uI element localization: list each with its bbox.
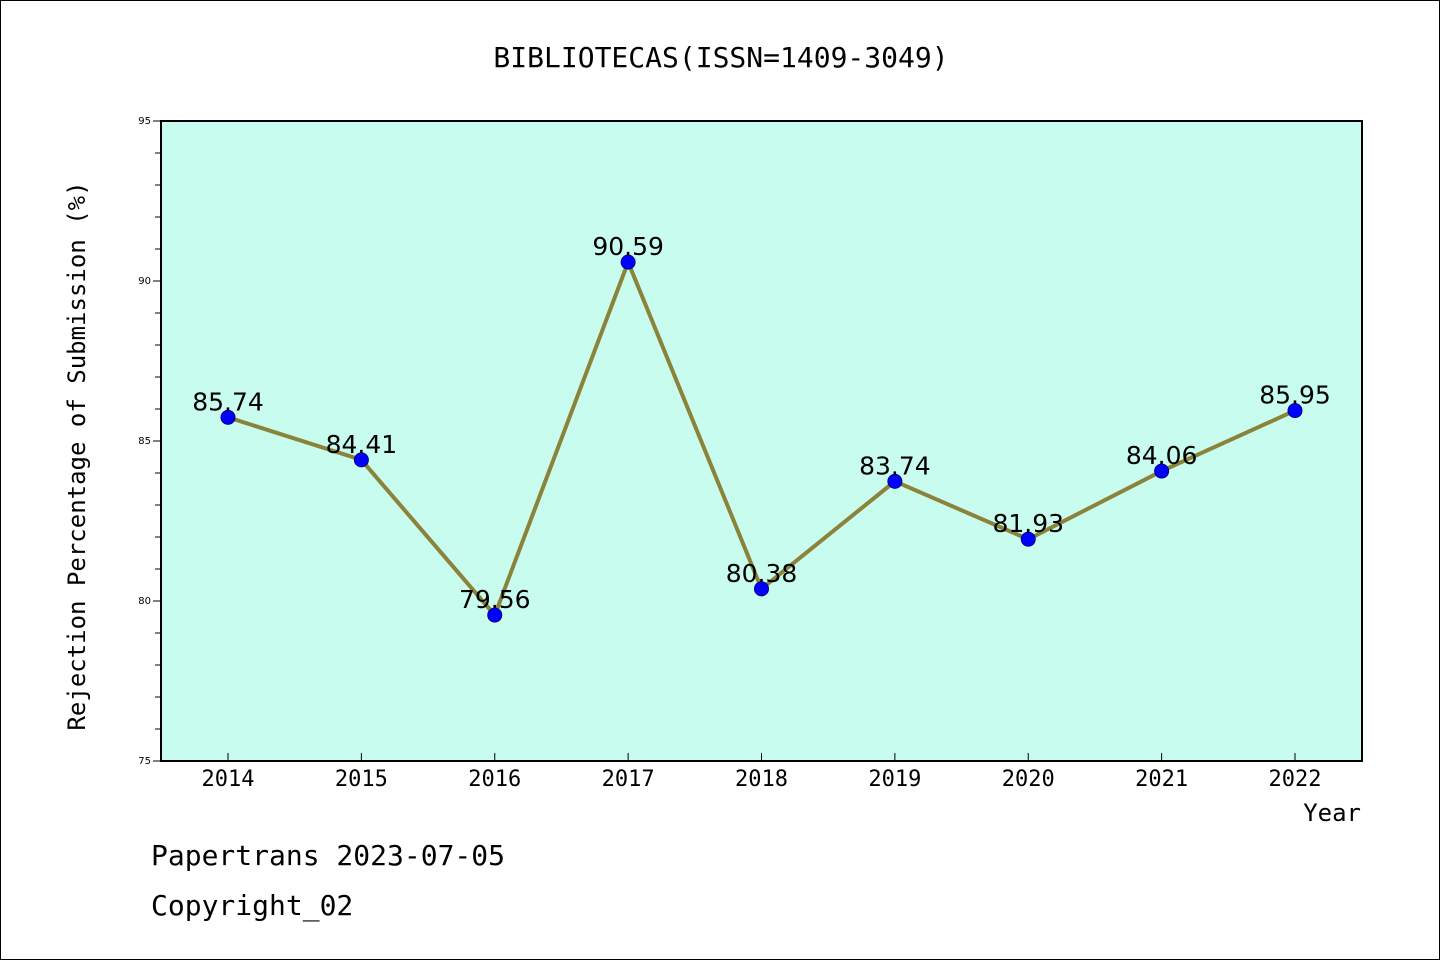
- y-tick-label: 85: [138, 436, 151, 447]
- data-point-marker: [754, 581, 769, 597]
- x-tick-label: 2020: [1002, 767, 1055, 792]
- x-axis-ticks: 2014 2015 2016 2017 2018 2019 2020 2021 2022: [202, 753, 1322, 792]
- x-tick-label: 2017: [602, 767, 655, 792]
- x-tick-label: 2019: [868, 767, 921, 792]
- series-line-group: [220, 254, 1303, 623]
- footer-copyright: Copyright_02: [151, 889, 353, 923]
- data-point-marker: [1287, 403, 1303, 419]
- data-point-label: 84.06: [1126, 441, 1198, 470]
- x-axis-label: Year: [1303, 799, 1361, 827]
- data-point-marker: [487, 607, 503, 623]
- data-point-marker: [1020, 531, 1036, 547]
- y-tick-label: 90: [138, 276, 151, 287]
- data-point-label: 81.93: [992, 509, 1064, 538]
- y-tick-label: 95: [138, 116, 151, 127]
- x-tick-label: 2015: [335, 767, 388, 792]
- x-tick-label: 2016: [468, 767, 521, 792]
- y-axis-label: Rejection Percentage of Submission (%): [63, 181, 91, 730]
- plot-area: [161, 121, 1362, 761]
- x-tick-label: 2018: [735, 767, 788, 792]
- chart-title: BIBLIOTECAS(ISSN=1409-3049): [493, 41, 948, 74]
- data-point-marker: [353, 452, 369, 468]
- footer-watermark: Papertrans 2023-07-05: [151, 839, 505, 872]
- data-point-label: 79.56: [459, 585, 531, 614]
- data-point-label: 85.74: [192, 387, 264, 416]
- x-tick-label: 2021: [1135, 767, 1188, 792]
- data-point-marker: [887, 473, 903, 489]
- data-point-marker: [220, 409, 236, 425]
- y-tick-label: 75: [138, 756, 151, 767]
- y-tick-label: 80: [138, 596, 151, 607]
- data-point-marker: [1154, 463, 1170, 479]
- data-point-label: 90.59: [592, 232, 664, 261]
- y-axis-ticks: 75 80 85 90 95: [138, 116, 161, 767]
- x-tick-label: 2022: [1269, 767, 1322, 792]
- data-labels-group: 85.74 84.41 79.56 90.59 80.38 83.74 81.93 84.06…: [192, 232, 1331, 614]
- data-point-label: 85.95: [1259, 381, 1331, 410]
- data-point-label: 83.74: [859, 451, 931, 480]
- plot-frame: [160, 120, 1363, 762]
- data-point-marker: [620, 254, 636, 270]
- data-point-label: 84.41: [326, 430, 398, 459]
- x-tick-label: 2014: [202, 767, 255, 792]
- data-point-label: 80.38: [726, 559, 798, 588]
